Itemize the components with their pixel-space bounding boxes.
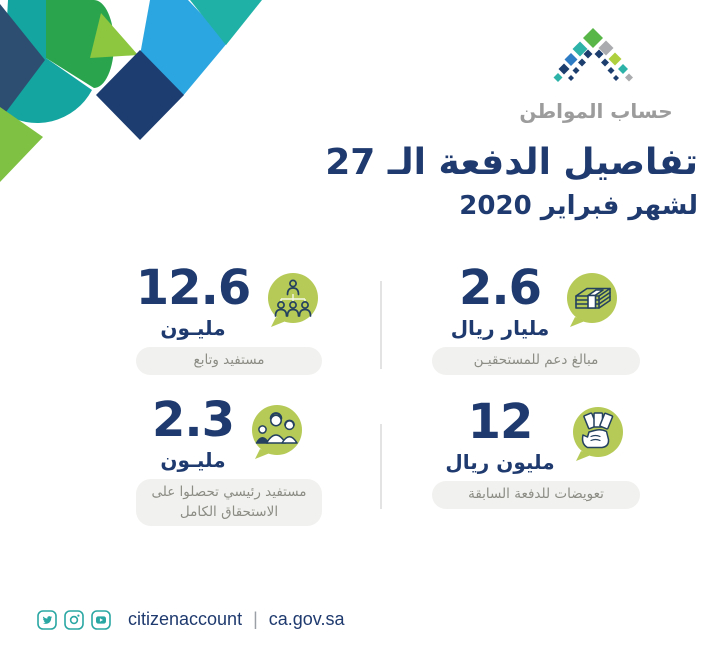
page-title: تفاصيل الدفعة الـ 27 لشهر فبراير 2020 xyxy=(325,141,698,221)
stat-main-beneficiaries: 2.3 مليـون مستفيد رئيسي تحصلوا على الاست… xyxy=(136,396,322,527)
decorative-mosaic xyxy=(0,0,262,182)
stat-label-badge: مستفيد رئيسي تحصلوا على الاستحقاق الكامل xyxy=(136,479,322,527)
youtube-icon xyxy=(91,609,111,630)
instagram-icon xyxy=(64,609,84,630)
column-divider-bottom xyxy=(380,424,382,509)
title-line-2: لشهر فبراير 2020 xyxy=(459,191,698,222)
footer-separator: | xyxy=(253,609,258,629)
social-handle: citizenaccount xyxy=(128,609,243,629)
stat-value: 2.3 xyxy=(151,392,235,448)
stat-support-amounts: 2.6 مليار ريال مبالغ دعم للمستحقيـن xyxy=(432,264,640,375)
logo-text: حساب المواطن xyxy=(519,99,673,123)
column-divider-top xyxy=(380,281,382,369)
stat-unit: مليون ريال xyxy=(445,450,555,474)
stat-label-badge: مبالغ دعم للمستحقيـن xyxy=(432,347,640,375)
twitter-icon xyxy=(37,609,57,630)
people-network-icon xyxy=(264,271,322,333)
title-line-1: تفاصيل الدفعة الـ 27 xyxy=(325,142,698,183)
stat-beneficiaries: 12.6 مليـون مستفيد وتابع xyxy=(136,264,322,375)
stat-label-badge: تعويضات للدفعة السابقة xyxy=(432,481,640,509)
stat-value: 12 xyxy=(467,394,534,450)
brand-logo: حساب المواطن xyxy=(518,26,674,123)
hand-money-icon xyxy=(569,405,627,467)
stat-value: 2.6 xyxy=(458,260,542,316)
stat-compensations: 12 مليون ريال تعويضات للدفعة السابقة xyxy=(432,398,640,509)
footer: citizenaccount | ca.gov.sa xyxy=(37,609,344,630)
stat-value: 12.6 xyxy=(135,260,251,316)
website-url: ca.gov.sa xyxy=(268,609,345,629)
stat-unit: مليار ريال xyxy=(450,316,550,340)
money-stack-icon xyxy=(563,271,621,333)
citizen-account-logo-icon xyxy=(553,28,633,82)
stat-unit: مليـون xyxy=(160,448,226,472)
stat-label-badge: مستفيد وتابع xyxy=(136,347,322,375)
family-icon xyxy=(248,403,306,465)
stat-unit: مليـون xyxy=(160,316,226,340)
